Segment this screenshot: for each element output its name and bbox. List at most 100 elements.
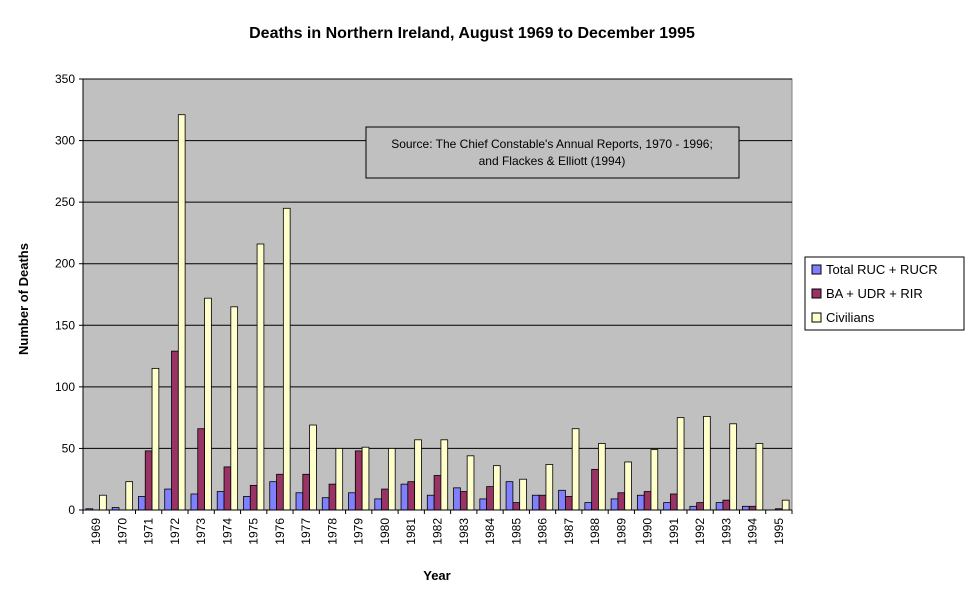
legend-swatch [811,288,822,299]
source-annotation-line2: and Flackes & Elliott (1994) [479,154,626,168]
x-tick-label: 1972 [168,518,182,545]
bar [466,455,475,511]
bar [171,350,179,511]
x-tick-label: 1987 [562,518,576,545]
legend-swatch [811,312,822,323]
bar [584,502,593,511]
bar [453,487,461,511]
bar [742,505,750,511]
bar [610,498,619,511]
bar [414,439,422,511]
bar [715,502,724,511]
bar [302,473,311,511]
bar [545,464,554,511]
bar [256,243,265,511]
bar [295,492,304,511]
bar [407,481,416,511]
x-tick-label: 1995 [772,518,786,545]
bar [722,499,731,511]
bar [696,502,704,511]
bar [309,424,317,511]
legend-swatch [811,264,822,275]
bar [558,489,566,511]
bar [512,502,521,511]
bar [643,491,652,511]
x-tick-label: 1986 [536,518,550,545]
bar [276,473,284,511]
bar [335,448,344,511]
bar [650,449,659,511]
bar [216,491,225,511]
bar [748,505,757,511]
legend-label: BA + UDR + RIR [826,286,923,301]
bar [781,499,790,511]
legend: Total RUC + RUCR BA + UDR + RIR Civilians [804,256,965,331]
legend-label: Civilians [826,310,875,325]
bar [703,416,711,511]
bar [381,488,389,511]
bar [204,297,212,511]
x-axis-label: Year [423,568,450,583]
chart-title: Deaths in Northern Ireland, August 1969 … [249,25,695,42]
y-tick-label: 0 [68,503,75,517]
bar [138,496,146,511]
bar [426,494,435,511]
y-axis-label: Number of Deaths [16,243,31,355]
bar [354,450,363,511]
bar [440,439,449,511]
x-tick-label: 1983 [457,518,471,545]
x-tick-label: 1970 [115,518,129,545]
bar [505,481,514,511]
bar [538,494,547,511]
x-tick-label: 1974 [220,518,234,545]
y-tick-label: 250 [55,195,75,209]
x-tick-label: 1980 [378,518,392,545]
bar [99,494,107,511]
source-annotation: Source: The Chief Constable's Annual Rep… [365,126,740,179]
y-tick-label: 100 [55,380,75,394]
bar [433,475,442,511]
x-tick-label: 1989 [614,518,628,545]
x-tick-label: 1978 [325,518,339,545]
x-tick-label: 1988 [588,518,602,545]
x-tick-label: 1981 [404,518,418,545]
y-tick-label: 300 [55,134,75,148]
x-tick-label: 1975 [247,518,261,545]
bar [479,498,488,511]
bar [755,443,764,511]
x-tick-label: 1993 [719,518,733,545]
bar [361,446,370,511]
bar [598,443,606,511]
x-tick-label: 1979 [352,518,366,545]
bar [387,448,396,511]
bar [493,465,501,511]
bar [223,466,232,511]
bar [531,494,540,511]
bar [282,207,291,511]
bar [617,492,626,511]
bar [164,488,172,511]
bar [374,498,382,511]
bar [269,481,277,511]
bar [564,496,573,511]
x-tick-label: 1971 [142,518,156,545]
axes: 0 50 100 150 200 250 300 350 1969 1970 1971 1972 197… [55,72,793,545]
bar [591,468,599,511]
y-tick-label: 150 [55,318,75,332]
bar [624,461,632,511]
bar [636,494,645,511]
x-tick-label: 1982 [431,518,445,545]
bar [571,428,580,511]
bar [486,486,494,511]
bar [676,417,685,511]
bar [190,493,199,511]
bar [197,428,205,511]
bar [348,492,356,511]
x-tick-label: 1990 [641,518,655,545]
bar [400,483,409,511]
x-tick-label: 1991 [667,518,681,545]
x-tick-label: 1973 [194,518,208,545]
bar [519,478,527,511]
